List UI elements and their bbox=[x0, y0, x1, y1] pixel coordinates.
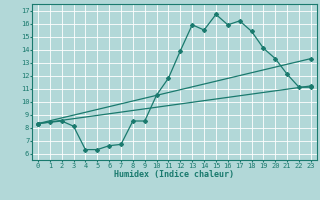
X-axis label: Humidex (Indice chaleur): Humidex (Indice chaleur) bbox=[115, 170, 234, 179]
